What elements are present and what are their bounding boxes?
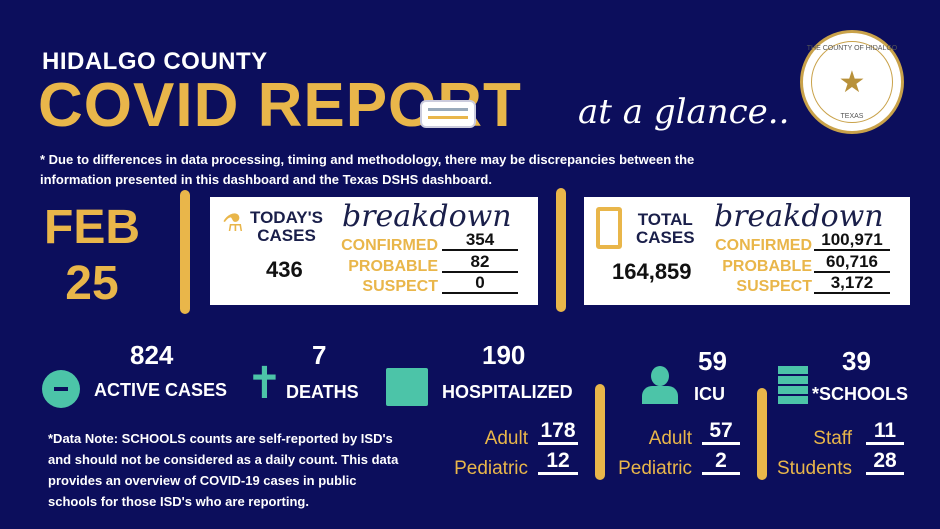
divider <box>757 388 767 480</box>
hospitalized-label: HOSPITALIZED <box>442 382 573 402</box>
test-tube-icon: ⚗ <box>222 210 244 237</box>
suspect-value: 0 <box>442 274 518 294</box>
report-date: FEB 25 <box>42 200 142 312</box>
divider <box>556 188 566 312</box>
suspect-label: SUSPECT <box>362 278 438 295</box>
staff-value: 11 <box>866 420 904 445</box>
disclaimer: * Due to differences in data processing,… <box>40 152 695 187</box>
total-label: TOTAL <box>637 210 693 229</box>
breakdown-heading: breakdown <box>714 199 884 234</box>
today-cases-card: ⚗ TODAY'S CASES 436 breakdown CONFIRMED … <box>210 197 538 305</box>
county-name: HIDALGO COUNTY <box>42 48 268 75</box>
suspect-label: SUSPECT <box>736 278 812 295</box>
star-icon: ★ <box>838 66 866 99</box>
hosp-adult-label: Adult <box>484 428 528 449</box>
staff-label: Staff <box>813 428 852 449</box>
tagline: at a glance.. <box>578 92 790 132</box>
probable-value: 82 <box>442 253 518 273</box>
students-value: 28 <box>866 450 904 475</box>
cross-icon: ✝ <box>246 359 283 408</box>
schools-value: 39 <box>842 346 871 376</box>
icu-adult-value: 57 <box>702 420 740 445</box>
seal-text: THE COUNTY OF HIDALGO <box>806 45 898 52</box>
seal-state: TEXAS <box>840 113 864 120</box>
active-label: ACTIVE CASES <box>94 380 228 400</box>
total-label2: CASES <box>636 228 695 247</box>
deaths-value: 7 <box>312 340 327 370</box>
probable-label: PROBABLE <box>722 258 812 275</box>
schools-data-note: *Data Note: SCHOOLS counts are self-repo… <box>48 431 399 509</box>
hosp-pediatric-label: Pediatric <box>454 458 528 479</box>
breakdown-heading: breakdown <box>342 199 512 234</box>
minus-circle-icon <box>42 370 80 408</box>
confirmed-label: CONFIRMED <box>341 237 438 254</box>
hospital-icon <box>386 368 428 406</box>
icu-label: ICU <box>694 384 725 404</box>
confirmed-label: CONFIRMED <box>715 237 812 254</box>
county-seal: ★ THE COUNTY OF HIDALGO TEXAS <box>800 30 904 134</box>
suspect-value: 3,172 <box>814 274 890 294</box>
date-day: 25 <box>65 257 119 310</box>
total-cases-card: TOTAL CASES 164,859 breakdown CONFIRMED … <box>584 197 910 305</box>
books-icon <box>778 366 808 406</box>
icu-value: 59 <box>698 346 727 376</box>
today-total: 436 <box>266 257 303 282</box>
hosp-adult-value: 178 <box>538 420 578 445</box>
clipboard-icon <box>596 207 622 249</box>
divider <box>595 384 605 480</box>
students-label: Students <box>777 458 852 479</box>
icu-pediatric-label: Pediatric <box>618 458 692 479</box>
confirmed-value: 100,971 <box>814 231 890 251</box>
hosp-pediatric-value: 12 <box>538 450 578 475</box>
confirmed-value: 354 <box>442 231 518 251</box>
doctor-icon <box>642 366 678 406</box>
today-label: TODAY'S <box>250 208 324 227</box>
total-value: 164,859 <box>612 259 692 284</box>
today-label2: CASES <box>257 226 316 245</box>
hospitalized-value: 190 <box>482 340 526 370</box>
icu-adult-label: Adult <box>648 428 692 449</box>
icu-pediatric-value: 2 <box>702 450 740 475</box>
probable-label: PROBABLE <box>348 258 438 275</box>
date-month: FEB <box>44 201 140 254</box>
mask-icon <box>420 100 476 128</box>
active-value: 824 <box>130 340 174 370</box>
schools-label: *SCHOOLS <box>812 384 909 404</box>
divider <box>180 190 190 314</box>
deaths-label: DEATHS <box>286 382 359 402</box>
probable-value: 60,716 <box>814 253 890 273</box>
